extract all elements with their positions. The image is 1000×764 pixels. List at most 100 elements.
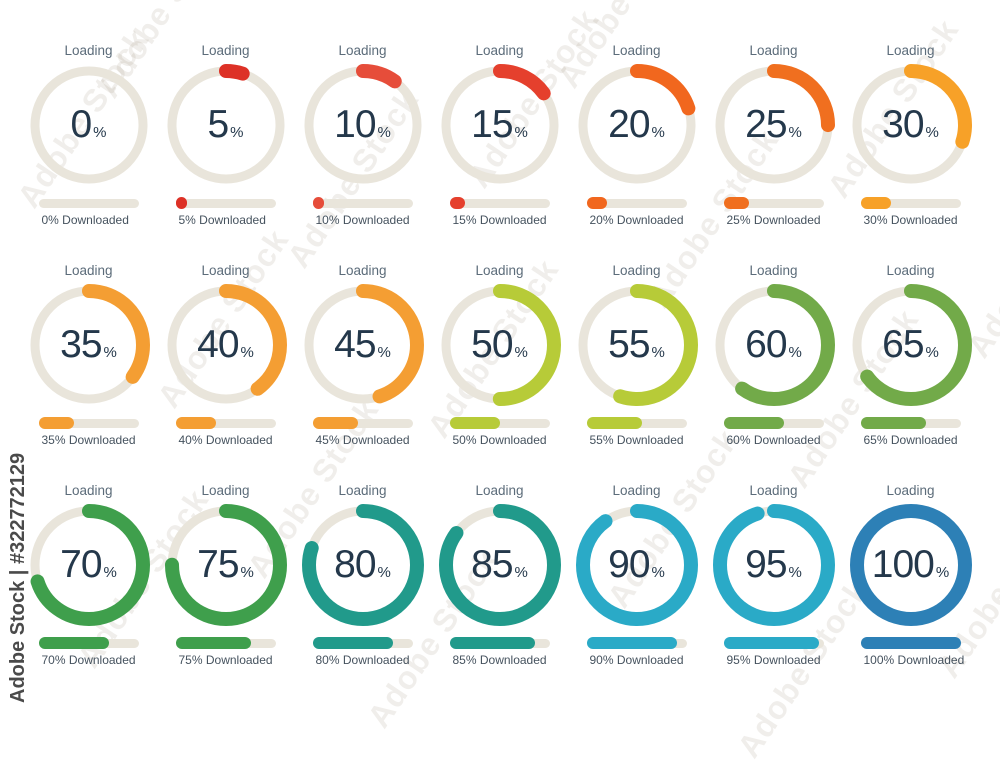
progress-bar xyxy=(723,417,824,429)
percent-value-line: 80 % xyxy=(334,543,391,587)
donut-arc xyxy=(301,284,424,406)
donut-arc xyxy=(301,64,424,186)
percent-value: 35 % xyxy=(27,283,151,407)
progress-bar-fill xyxy=(449,417,500,429)
progress-bar-fill xyxy=(723,417,784,429)
donut-svg xyxy=(27,504,150,626)
percent-number: 50 xyxy=(471,323,513,366)
percent-value: 60 % xyxy=(712,283,836,407)
loading-label: Loading xyxy=(64,263,113,278)
downloaded-caption: 85% Downloaded xyxy=(452,653,547,667)
percent-value-line: 15 % xyxy=(471,103,528,147)
loading-label: Loading xyxy=(201,43,250,58)
loading-label: Loading xyxy=(612,263,661,278)
progress-bar-track xyxy=(449,418,550,428)
downloaded-caption: 55% Downloaded xyxy=(589,433,684,447)
donut-progress-ring: 15 % xyxy=(438,63,562,187)
donut-progress-ring: 95 % xyxy=(712,503,836,627)
progress-bar-fill xyxy=(312,417,358,429)
percent-number: 75 xyxy=(197,543,239,586)
percent-value: 95 % xyxy=(712,503,836,627)
downloaded-caption: 35% Downloaded xyxy=(41,433,136,447)
percent-number: 35 xyxy=(60,323,102,366)
progress-bar xyxy=(175,637,276,649)
progress-bar xyxy=(860,417,961,429)
progress-bar-track xyxy=(312,418,413,428)
loading-label: Loading xyxy=(886,263,935,278)
progress-bar xyxy=(449,197,550,209)
percent-value-line: 50 % xyxy=(471,323,528,367)
percent-number: 45 xyxy=(334,323,376,366)
donut-arc xyxy=(575,504,698,626)
downloaded-caption: 45% Downloaded xyxy=(315,433,410,447)
percent-value-line: 35 % xyxy=(60,323,117,367)
percent-value-line: 95 % xyxy=(745,543,802,587)
percent-sign: % xyxy=(651,124,665,141)
donut-arc xyxy=(301,504,424,626)
donut-progress-ring: 25 % xyxy=(712,63,836,187)
progress-bar-track xyxy=(38,198,139,208)
loading-label: Loading xyxy=(749,263,798,278)
progress-bar xyxy=(175,197,276,209)
percent-number: 15 xyxy=(471,103,513,146)
progress-bar-track xyxy=(860,198,961,208)
percent-number: 100 xyxy=(871,543,935,586)
progress-widget: Loading 0 % 0% Downloaded xyxy=(20,44,157,264)
progress-widget: Loading 35 % 35% Downloaded xyxy=(20,264,157,484)
loading-label: Loading xyxy=(612,43,661,58)
progress-bar xyxy=(38,417,139,429)
progress-bar-fill xyxy=(175,417,216,429)
donut-arc xyxy=(712,504,835,626)
percent-sign: % xyxy=(230,124,244,141)
loading-label: Loading xyxy=(338,263,387,278)
donut-svg xyxy=(164,64,287,186)
downloaded-caption: 75% Downloaded xyxy=(178,653,273,667)
donut-progress-ring: 0 % xyxy=(27,63,151,187)
donut-svg xyxy=(575,284,698,406)
donut-progress-ring: 35 % xyxy=(27,283,151,407)
percent-value: 70 % xyxy=(27,503,151,627)
percent-sign: % xyxy=(514,344,528,361)
percent-value-line: 20 % xyxy=(608,103,665,147)
percent-sign: % xyxy=(377,564,391,581)
donut-svg xyxy=(301,64,424,186)
donut-svg xyxy=(438,504,561,626)
percent-value: 80 % xyxy=(301,503,425,627)
progress-bar xyxy=(312,197,413,209)
percent-value-line: 90 % xyxy=(608,543,665,587)
percent-value: 0 % xyxy=(27,63,151,187)
progress-bar xyxy=(586,637,687,649)
progress-bar-fill xyxy=(312,197,324,209)
loading-label: Loading xyxy=(749,43,798,58)
percent-number: 85 xyxy=(471,543,513,586)
percent-value-line: 30 % xyxy=(882,103,939,147)
donut-svg xyxy=(438,64,561,186)
downloaded-caption: 65% Downloaded xyxy=(863,433,958,447)
percent-value: 65 % xyxy=(849,283,973,407)
downloaded-caption: 95% Downloaded xyxy=(726,653,821,667)
donut-progress-ring: 90 % xyxy=(575,503,699,627)
progress-widget: Loading 45 % 45% Downloaded xyxy=(294,264,431,484)
loading-label: Loading xyxy=(338,43,387,58)
donut-svg xyxy=(575,504,698,626)
percent-number: 30 xyxy=(882,103,924,146)
progress-widget: Loading 40 % 40% Downloaded xyxy=(157,264,294,484)
progress-bar xyxy=(586,197,687,209)
donut-arc xyxy=(438,504,561,626)
percent-sign: % xyxy=(935,564,950,581)
percent-value-line: 60 % xyxy=(745,323,802,367)
donut-svg xyxy=(301,284,424,406)
percent-sign: % xyxy=(93,124,107,141)
downloaded-caption: 10% Downloaded xyxy=(315,213,410,227)
donut-arc xyxy=(575,284,698,406)
downloaded-caption: 5% Downloaded xyxy=(178,213,266,227)
percent-value-line: 25 % xyxy=(745,103,802,147)
percent-value-line: 10 % xyxy=(334,103,391,147)
percent-value: 50 % xyxy=(438,283,562,407)
progress-widget: Loading 20 % 20% Downloaded xyxy=(568,44,705,264)
progress-bar-fill xyxy=(860,417,926,429)
percent-value: 10 % xyxy=(301,63,425,187)
donut-svg xyxy=(438,284,561,406)
donut-progress-ring: 100 % xyxy=(849,503,973,627)
progress-bar-track xyxy=(38,418,139,428)
